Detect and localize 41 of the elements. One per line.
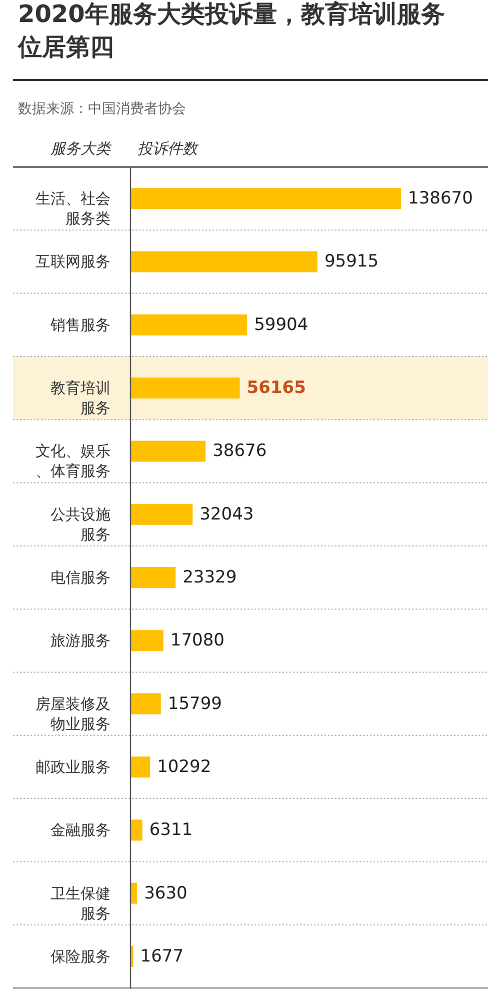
- data-label: 15799: [168, 694, 222, 714]
- bar: [130, 756, 150, 778]
- y-tick-label: 销售服务: [50, 316, 110, 334]
- source-note: 数据来源：中国消费者协会: [18, 101, 186, 117]
- bar: [130, 693, 161, 714]
- data-label: 56165: [246, 378, 306, 398]
- y-tick-label: 公共设施服务: [50, 505, 110, 544]
- data-label: 10292: [157, 756, 212, 777]
- data-label: 1677: [140, 946, 184, 966]
- bar: [130, 630, 164, 652]
- data-label: 95915: [324, 252, 379, 272]
- bar: [130, 567, 176, 588]
- data-label: 38676: [212, 441, 267, 462]
- data-label: 32043: [200, 504, 254, 524]
- x-axis-title: 投诉件数: [138, 140, 200, 158]
- bar: [130, 820, 142, 841]
- y-tick-label: 互联网服务: [36, 252, 110, 271]
- bar: [130, 188, 401, 210]
- data-label: 17080: [170, 630, 224, 651]
- bar: [130, 504, 193, 525]
- bar: [130, 378, 240, 399]
- bar: [130, 251, 318, 272]
- y-tick-label: 电信服务: [50, 568, 110, 586]
- bar: [130, 314, 248, 336]
- y-tick-label: 生活、社会服务类: [36, 190, 110, 228]
- data-label: 59904: [254, 314, 308, 335]
- y-tick-label: 金融服务: [50, 821, 110, 840]
- y-tick-label: 卫生保健服务: [50, 884, 110, 922]
- y-tick-label: 保险服务: [50, 947, 110, 966]
- chart-title: 2020年服务大类投诉量，教育培训服务位居第四: [17, 0, 445, 61]
- y-tick-label: 文化、娱乐、体育服务: [36, 442, 110, 480]
- y-tick-label: 旅游服务: [50, 632, 110, 650]
- data-label: 3630: [144, 883, 188, 904]
- y-tick-label: 房屋装修及物业服务: [36, 694, 110, 733]
- data-label: 6311: [149, 820, 193, 840]
- data-label: 23329: [182, 568, 237, 588]
- y-tick-label: 邮政业服务: [36, 758, 110, 776]
- y-tick-label: 教育培训服务: [50, 379, 110, 418]
- data-label: 138670: [408, 188, 473, 209]
- bar: [130, 440, 206, 462]
- y-axis-title: 服务大类: [50, 140, 112, 158]
